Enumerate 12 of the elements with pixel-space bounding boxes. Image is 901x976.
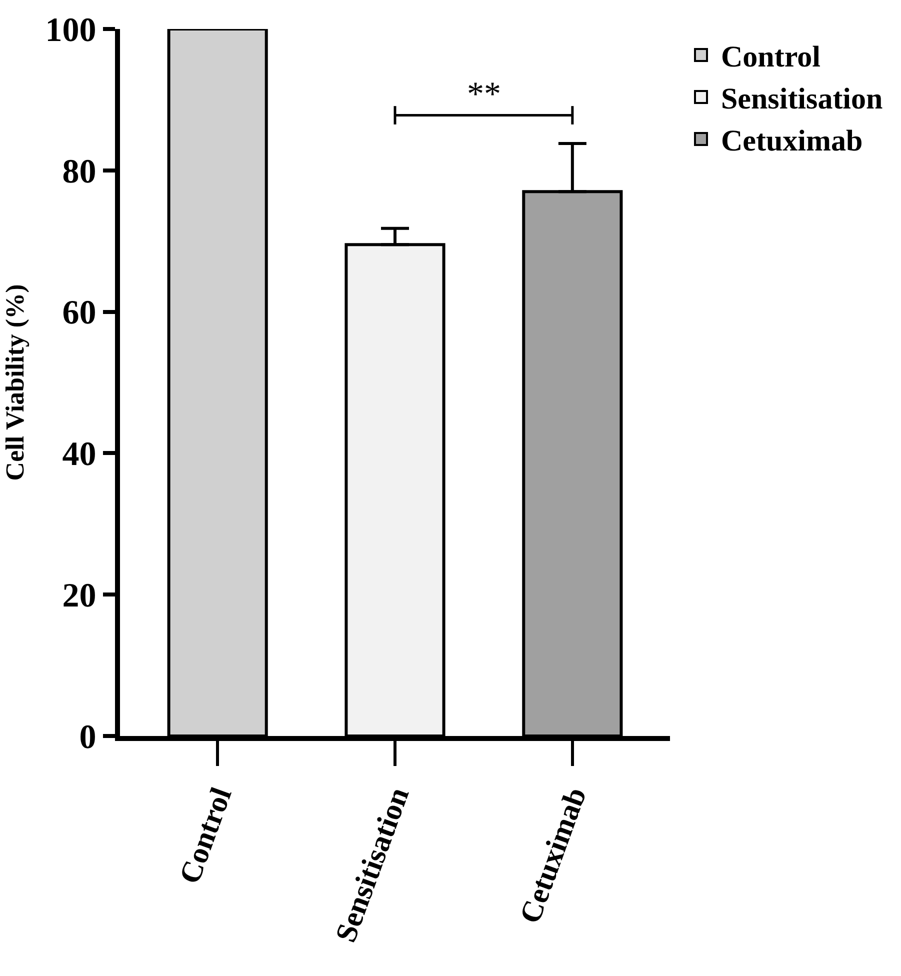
y-tick-label: 100	[45, 12, 96, 49]
y-tick-label: 40	[62, 436, 96, 474]
legend-label: Cetuximab	[721, 124, 863, 158]
y-tick-label: 0	[79, 718, 96, 756]
annotation: **	[467, 76, 501, 113]
y-tick-label: 20	[62, 578, 96, 614]
y-tick-label: 80	[62, 153, 96, 190]
y-axis-title: Cell Viability (%)	[0, 284, 30, 481]
x-tick-label: Control	[173, 783, 238, 888]
legend-label: Control	[721, 40, 820, 74]
legend-label: Sensitisation	[721, 82, 884, 116]
y-tick-label: 60	[62, 294, 96, 332]
